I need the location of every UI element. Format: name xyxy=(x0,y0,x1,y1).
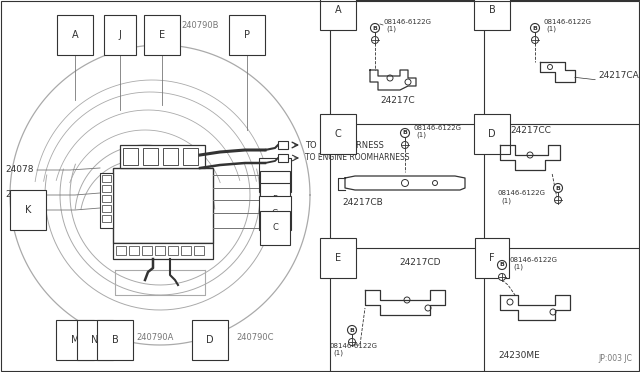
Text: B: B xyxy=(556,186,561,190)
Circle shape xyxy=(348,326,356,334)
Circle shape xyxy=(349,339,355,346)
Text: 24217CB: 24217CB xyxy=(342,198,383,207)
Text: A: A xyxy=(72,30,78,40)
Circle shape xyxy=(497,260,506,269)
Text: B: B xyxy=(349,327,355,333)
Text: B: B xyxy=(372,26,378,31)
Text: 08146-6122G: 08146-6122G xyxy=(413,125,461,131)
Text: 08146-6122G: 08146-6122G xyxy=(510,257,558,263)
Text: 24217CA: 24217CA xyxy=(598,71,639,80)
Text: 08146-6122G: 08146-6122G xyxy=(498,190,546,196)
Bar xyxy=(330,0,640,372)
Text: (1): (1) xyxy=(501,197,511,203)
Text: 24217CC: 24217CC xyxy=(510,126,551,135)
Text: 24078: 24078 xyxy=(5,166,33,174)
Text: TO MAIN HARNESS: TO MAIN HARNESS xyxy=(305,141,384,150)
Bar xyxy=(123,148,138,165)
Text: 24217CD: 24217CD xyxy=(399,258,441,267)
Bar xyxy=(102,185,111,192)
Text: M: M xyxy=(71,335,79,345)
Circle shape xyxy=(401,141,408,148)
Text: J: J xyxy=(118,30,122,40)
Bar xyxy=(102,195,111,202)
Text: D: D xyxy=(206,335,214,345)
Text: 240790B: 240790B xyxy=(181,21,219,30)
Text: N: N xyxy=(92,335,99,345)
Text: A: A xyxy=(335,5,341,15)
Text: E: E xyxy=(335,253,341,263)
Bar xyxy=(143,148,158,165)
Text: B: B xyxy=(500,263,504,267)
Text: (1): (1) xyxy=(513,264,523,270)
Text: 24079Q: 24079Q xyxy=(5,190,40,199)
Text: D: D xyxy=(488,129,496,139)
Text: B: B xyxy=(488,5,495,15)
Circle shape xyxy=(531,36,538,44)
Text: K: K xyxy=(25,205,31,215)
Text: 240790A: 240790A xyxy=(136,333,173,342)
Text: C: C xyxy=(272,224,278,232)
Text: F: F xyxy=(273,196,277,205)
Text: H: H xyxy=(272,170,278,180)
Circle shape xyxy=(499,273,506,280)
Text: P: P xyxy=(244,30,250,40)
Text: B: B xyxy=(403,131,408,135)
Text: B: B xyxy=(532,26,538,31)
Text: L: L xyxy=(273,183,277,192)
Circle shape xyxy=(371,23,380,32)
Text: 24217C: 24217C xyxy=(381,96,415,105)
Bar xyxy=(116,246,126,255)
Bar xyxy=(100,173,113,228)
Text: 24230ME: 24230ME xyxy=(498,351,540,360)
Circle shape xyxy=(554,183,563,192)
Circle shape xyxy=(371,36,378,44)
Text: C: C xyxy=(335,129,341,139)
Bar xyxy=(181,246,191,255)
Text: JP:003 JC: JP:003 JC xyxy=(598,354,632,363)
Bar xyxy=(102,175,111,182)
Bar xyxy=(113,168,213,243)
Bar xyxy=(113,243,213,259)
Text: 08146-6122G: 08146-6122G xyxy=(330,343,378,349)
Text: (1): (1) xyxy=(333,350,343,356)
Bar xyxy=(278,154,288,162)
Bar xyxy=(183,148,198,165)
Bar xyxy=(194,246,204,255)
Text: (1): (1) xyxy=(386,26,396,32)
Bar xyxy=(155,246,165,255)
Text: TO ENGINE ROOMHARNESS: TO ENGINE ROOMHARNESS xyxy=(305,154,410,163)
Circle shape xyxy=(531,23,540,32)
Bar xyxy=(129,246,139,255)
Text: G: G xyxy=(272,208,278,218)
Text: (1): (1) xyxy=(546,26,556,32)
Bar xyxy=(142,246,152,255)
Text: 240790C: 240790C xyxy=(236,333,274,342)
Circle shape xyxy=(554,196,561,203)
Bar xyxy=(102,215,111,222)
Bar xyxy=(102,205,111,212)
Text: B: B xyxy=(111,335,118,345)
Text: F: F xyxy=(489,253,495,263)
Text: 08146-6122G: 08146-6122G xyxy=(383,19,431,25)
Text: (1): (1) xyxy=(416,132,426,138)
Text: 08146-6122G: 08146-6122G xyxy=(543,19,591,25)
Text: E: E xyxy=(159,30,165,40)
Bar xyxy=(278,141,288,149)
Bar xyxy=(120,145,205,168)
Bar xyxy=(168,246,178,255)
Circle shape xyxy=(401,128,410,138)
Bar xyxy=(163,148,178,165)
